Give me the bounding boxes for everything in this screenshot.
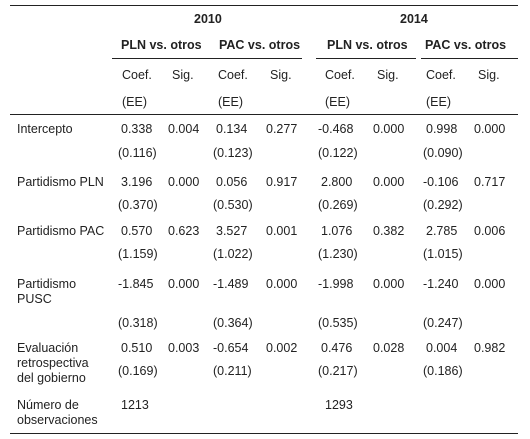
sig-value: 0.623 — [168, 224, 200, 238]
sig-value: 0.003 — [168, 341, 200, 355]
coef-value: 1.076 — [321, 224, 353, 238]
observations-2010: 1213 — [121, 398, 149, 412]
se-value: (1.015) — [423, 247, 463, 261]
comparison-header: PLN vs. otros — [121, 38, 202, 52]
coef-value: 0.476 — [321, 341, 353, 355]
sig-value: 0.917 — [266, 175, 298, 189]
se-value: (0.090) — [423, 146, 463, 160]
se-value: (1.230) — [318, 247, 358, 261]
sig-value: 0.982 — [474, 341, 506, 355]
se-value: (0.169) — [118, 364, 158, 378]
se-header: (EE) — [218, 95, 243, 109]
row-label: Intercepto — [17, 122, 73, 136]
comparison-header: PAC vs. otros — [425, 38, 507, 52]
header-bottom-rule — [10, 114, 518, 115]
se-value: (0.122) — [318, 146, 358, 160]
sig-value: 0.028 — [373, 341, 405, 355]
coef-value: -1.998 — [318, 277, 354, 291]
observations-label: observaciones — [17, 413, 98, 427]
coef-value: -0.654 — [213, 341, 249, 355]
bottom-rule — [10, 433, 518, 434]
se-value: (0.535) — [318, 316, 358, 330]
row-label: Evaluación — [17, 341, 79, 355]
se-header: (EE) — [325, 95, 350, 109]
sig-header: Sig. — [377, 68, 399, 82]
coef-value: 0.134 — [216, 122, 248, 136]
coef-value: 0.004 — [426, 341, 458, 355]
se-value: (0.217) — [318, 364, 358, 378]
coef-value: 3.527 — [216, 224, 248, 238]
observations-2014: 1293 — [325, 398, 353, 412]
comparison-header: PAC vs. otros — [219, 38, 301, 52]
coef-value: -0.106 — [423, 175, 459, 189]
rule-2010-pac-inner — [213, 58, 298, 59]
sig-value: 0.000 — [373, 175, 405, 189]
row-label: Partidismo PLN — [17, 175, 104, 189]
se-value: (0.186) — [423, 364, 463, 378]
sig-value: 0.001 — [266, 224, 298, 238]
sig-value: 0.000 — [373, 122, 405, 136]
comparison-header: PLN vs. otros — [327, 38, 408, 52]
coef-header: Coef. — [325, 68, 355, 82]
coef-value: -1.240 — [423, 277, 459, 291]
year-header-2010: 2010 — [194, 12, 222, 26]
sig-value: 0.000 — [474, 122, 506, 136]
rule-2014-pac — [421, 58, 518, 59]
coef-value: -1.845 — [118, 277, 154, 291]
coef-value: 2.800 — [321, 175, 353, 189]
coef-value: 0.056 — [216, 175, 248, 189]
sig-value: 0.004 — [168, 122, 200, 136]
se-value: (0.211) — [213, 364, 252, 378]
coef-value: 0.338 — [121, 122, 153, 136]
year-header-2014: 2014 — [400, 12, 428, 26]
coef-header: Coef. — [218, 68, 248, 82]
row-label: del gobierno — [17, 371, 86, 385]
se-value: (0.530) — [213, 198, 253, 212]
se-value: (0.247) — [423, 316, 463, 330]
sig-value: 0.277 — [266, 122, 298, 136]
rule-2014-pln — [316, 58, 416, 59]
sig-value: 0.000 — [168, 277, 200, 291]
coef-header: Coef. — [426, 68, 456, 82]
sig-value: 0.002 — [266, 341, 298, 355]
sig-value: 0.000 — [168, 175, 200, 189]
coef-header: Coef. — [122, 68, 152, 82]
coef-value: 0.510 — [121, 341, 153, 355]
se-value: (0.292) — [423, 198, 463, 212]
coef-value: 0.998 — [426, 122, 458, 136]
row-label: Partidismo — [17, 277, 77, 291]
row-label: PUSC — [17, 292, 52, 306]
rule-2010-pln — [112, 58, 302, 59]
se-value: (0.123) — [213, 146, 253, 160]
coef-value: 3.196 — [121, 175, 153, 189]
sig-header: Sig. — [172, 68, 194, 82]
coef-value: 0.570 — [121, 224, 153, 238]
row-label: Partidismo PAC — [17, 224, 105, 238]
sig-value: 0.382 — [373, 224, 405, 238]
se-value: (0.318) — [118, 316, 158, 330]
observations-label: Número de — [17, 398, 79, 412]
coef-value: 2.785 — [426, 224, 458, 238]
sig-value: 0.000 — [266, 277, 298, 291]
se-value: (0.370) — [118, 198, 158, 212]
se-value: (1.159) — [118, 247, 158, 261]
sig-value: 0.000 — [474, 277, 506, 291]
sig-value: 0.006 — [474, 224, 506, 238]
top-rule — [10, 5, 518, 6]
row-label: retrospectiva — [17, 356, 89, 370]
se-header: (EE) — [426, 95, 451, 109]
sig-value: 0.717 — [474, 175, 506, 189]
se-value: (1.022) — [213, 247, 253, 261]
se-value: (0.116) — [118, 146, 157, 160]
se-value: (0.364) — [213, 316, 253, 330]
coef-value: -1.489 — [213, 277, 249, 291]
coef-value: -0.468 — [318, 122, 354, 136]
se-value: (0.269) — [318, 198, 358, 212]
se-header: (EE) — [122, 95, 147, 109]
sig-header: Sig. — [478, 68, 500, 82]
sig-value: 0.000 — [373, 277, 405, 291]
sig-header: Sig. — [270, 68, 292, 82]
